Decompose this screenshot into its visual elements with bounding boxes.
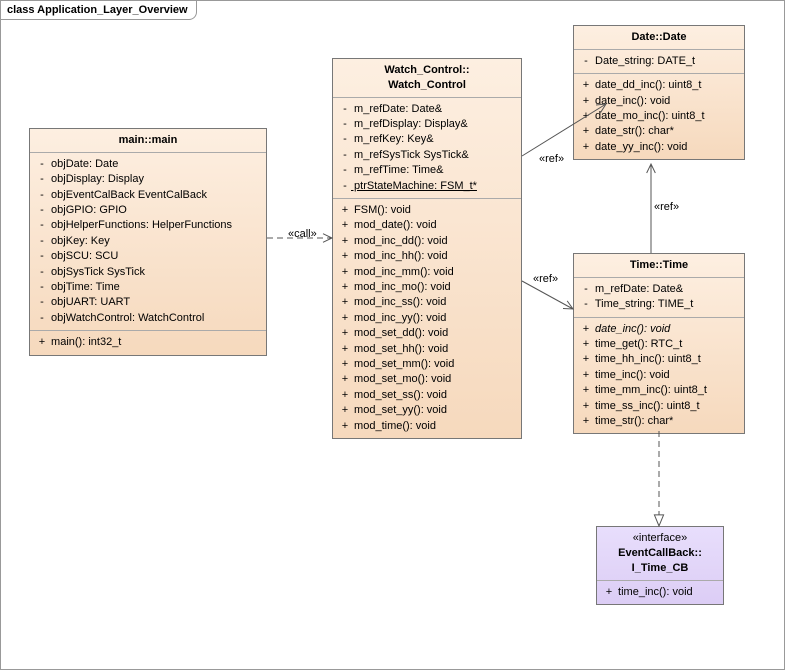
label-ref-watch-time: «ref» <box>533 273 558 285</box>
class-time-title: Time::Time <box>574 254 744 278</box>
class-main: main::main - objDate: Date- objDisplay: … <box>29 128 267 356</box>
class-main-ops: + main(): int32_t <box>30 331 266 354</box>
member: - objHelperFunctions: HelperFunctions <box>36 218 260 233</box>
member: + mod_set_ss(): void <box>339 388 515 403</box>
class-watch-control: Watch_Control:: Watch_Control - m_refDat… <box>332 58 522 439</box>
member: + time_get(): RTC_t <box>580 337 738 352</box>
class-date-title: Date::Date <box>574 26 744 50</box>
class-watch-title-l2: Watch_Control <box>388 79 466 91</box>
member: + mod_set_mo(): void <box>339 372 515 387</box>
member: - objEventCalBack EventCalBack <box>36 188 260 203</box>
frame-title-tab: class Application_Layer_Overview <box>1 1 197 20</box>
label-ref-time-date: «ref» <box>654 201 679 213</box>
member: + mod_inc_mm(): void <box>339 265 515 280</box>
member: + mod_set_dd(): void <box>339 326 515 341</box>
member: + mod_date(): void <box>339 218 515 233</box>
class-date: Date::Date - Date_string: DATE_t + date_… <box>573 25 745 160</box>
label-call: «call» <box>288 228 317 240</box>
member: + date_inc(): void <box>580 322 738 337</box>
class-watch-title-l1: Watch_Control:: <box>384 64 469 76</box>
member: - objTime: Time <box>36 280 260 295</box>
member: + mod_set_hh(): void <box>339 342 515 357</box>
class-date-ops: + date_dd_inc(): uint8_t+ date_inc(): vo… <box>574 74 744 159</box>
class-time-attrs: - m_refDate: Date&- Time_string: TIME_t <box>574 278 744 318</box>
member: - objWatchControl: WatchControl <box>36 311 260 326</box>
member: + time_ss_inc(): uint8_t <box>580 399 738 414</box>
interface-eventcallback: «interface» EventCallBack:: I_Time_CB + … <box>596 526 724 605</box>
interface-cb-title-l2: I_Time_CB <box>632 562 689 574</box>
member: - objDate: Date <box>36 157 260 172</box>
member: + mod_inc_hh(): void <box>339 249 515 264</box>
member: + date_inc(): void <box>580 94 738 109</box>
member: + date_str(): char* <box>580 124 738 139</box>
class-main-title: main::main <box>30 129 266 153</box>
member: - objDisplay: Display <box>36 172 260 187</box>
member: - m_refKey: Key& <box>339 132 515 147</box>
member: + time_inc(): void <box>580 368 738 383</box>
class-watch-attrs: - m_refDate: Date&- m_refDisplay: Displa… <box>333 98 521 199</box>
member: - ptrStateMachine: FSM_t* <box>339 179 515 194</box>
member: - Date_string: DATE_t <box>580 54 738 69</box>
frame-title: class Application_Layer_Overview <box>7 4 188 16</box>
member: + mod_time(): void <box>339 419 515 434</box>
member: + mod_inc_mo(): void <box>339 280 515 295</box>
interface-cb-title-l1: EventCallBack:: <box>618 547 702 559</box>
class-time: Time::Time - m_refDate: Date&- Time_stri… <box>573 253 745 434</box>
class-time-ops: + date_inc(): void+ time_get(): RTC_t+ t… <box>574 318 744 434</box>
member: + main(): int32_t <box>36 335 260 350</box>
member: + FSM(): void <box>339 203 515 218</box>
member: - m_refDate: Date& <box>339 102 515 117</box>
interface-cb-ops: + time_inc(): void <box>597 581 723 604</box>
interface-cb-title: «interface» EventCallBack:: I_Time_CB <box>597 527 723 581</box>
label-ref-watch-date: «ref» <box>539 153 564 165</box>
member: + time_str(): char* <box>580 414 738 429</box>
class-date-attrs: - Date_string: DATE_t <box>574 50 744 74</box>
class-main-attrs: - objDate: Date- objDisplay: Display- ob… <box>30 153 266 331</box>
member: - Time_string: TIME_t <box>580 297 738 312</box>
member: + time_hh_inc(): uint8_t <box>580 352 738 367</box>
member: + date_yy_inc(): void <box>580 140 738 155</box>
member: + mod_inc_ss(): void <box>339 295 515 310</box>
member: + time_mm_inc(): uint8_t <box>580 383 738 398</box>
member: - m_refTime: Time& <box>339 163 515 178</box>
member: + mod_set_mm(): void <box>339 357 515 372</box>
member: - m_refSysTick SysTick& <box>339 148 515 163</box>
class-watch-ops: + FSM(): void+ mod_date(): void+ mod_inc… <box>333 199 521 438</box>
member: - objUART: UART <box>36 295 260 310</box>
member: - objKey: Key <box>36 234 260 249</box>
member: - objSysTick SysTick <box>36 265 260 280</box>
member: + mod_inc_dd(): void <box>339 234 515 249</box>
class-watch-title: Watch_Control:: Watch_Control <box>333 59 521 98</box>
member: + date_mo_inc(): uint8_t <box>580 109 738 124</box>
member: + mod_inc_yy(): void <box>339 311 515 326</box>
diagram-frame: class Application_Layer_Overview main::m… <box>0 0 785 670</box>
member: - objGPIO: GPIO <box>36 203 260 218</box>
member: + date_dd_inc(): uint8_t <box>580 78 738 93</box>
interface-cb-stereotype: «interface» <box>633 532 687 544</box>
member: + mod_set_yy(): void <box>339 403 515 418</box>
member: + time_inc(): void <box>603 585 717 600</box>
member: - m_refDate: Date& <box>580 282 738 297</box>
member: - m_refDisplay: Display& <box>339 117 515 132</box>
member: - objSCU: SCU <box>36 249 260 264</box>
